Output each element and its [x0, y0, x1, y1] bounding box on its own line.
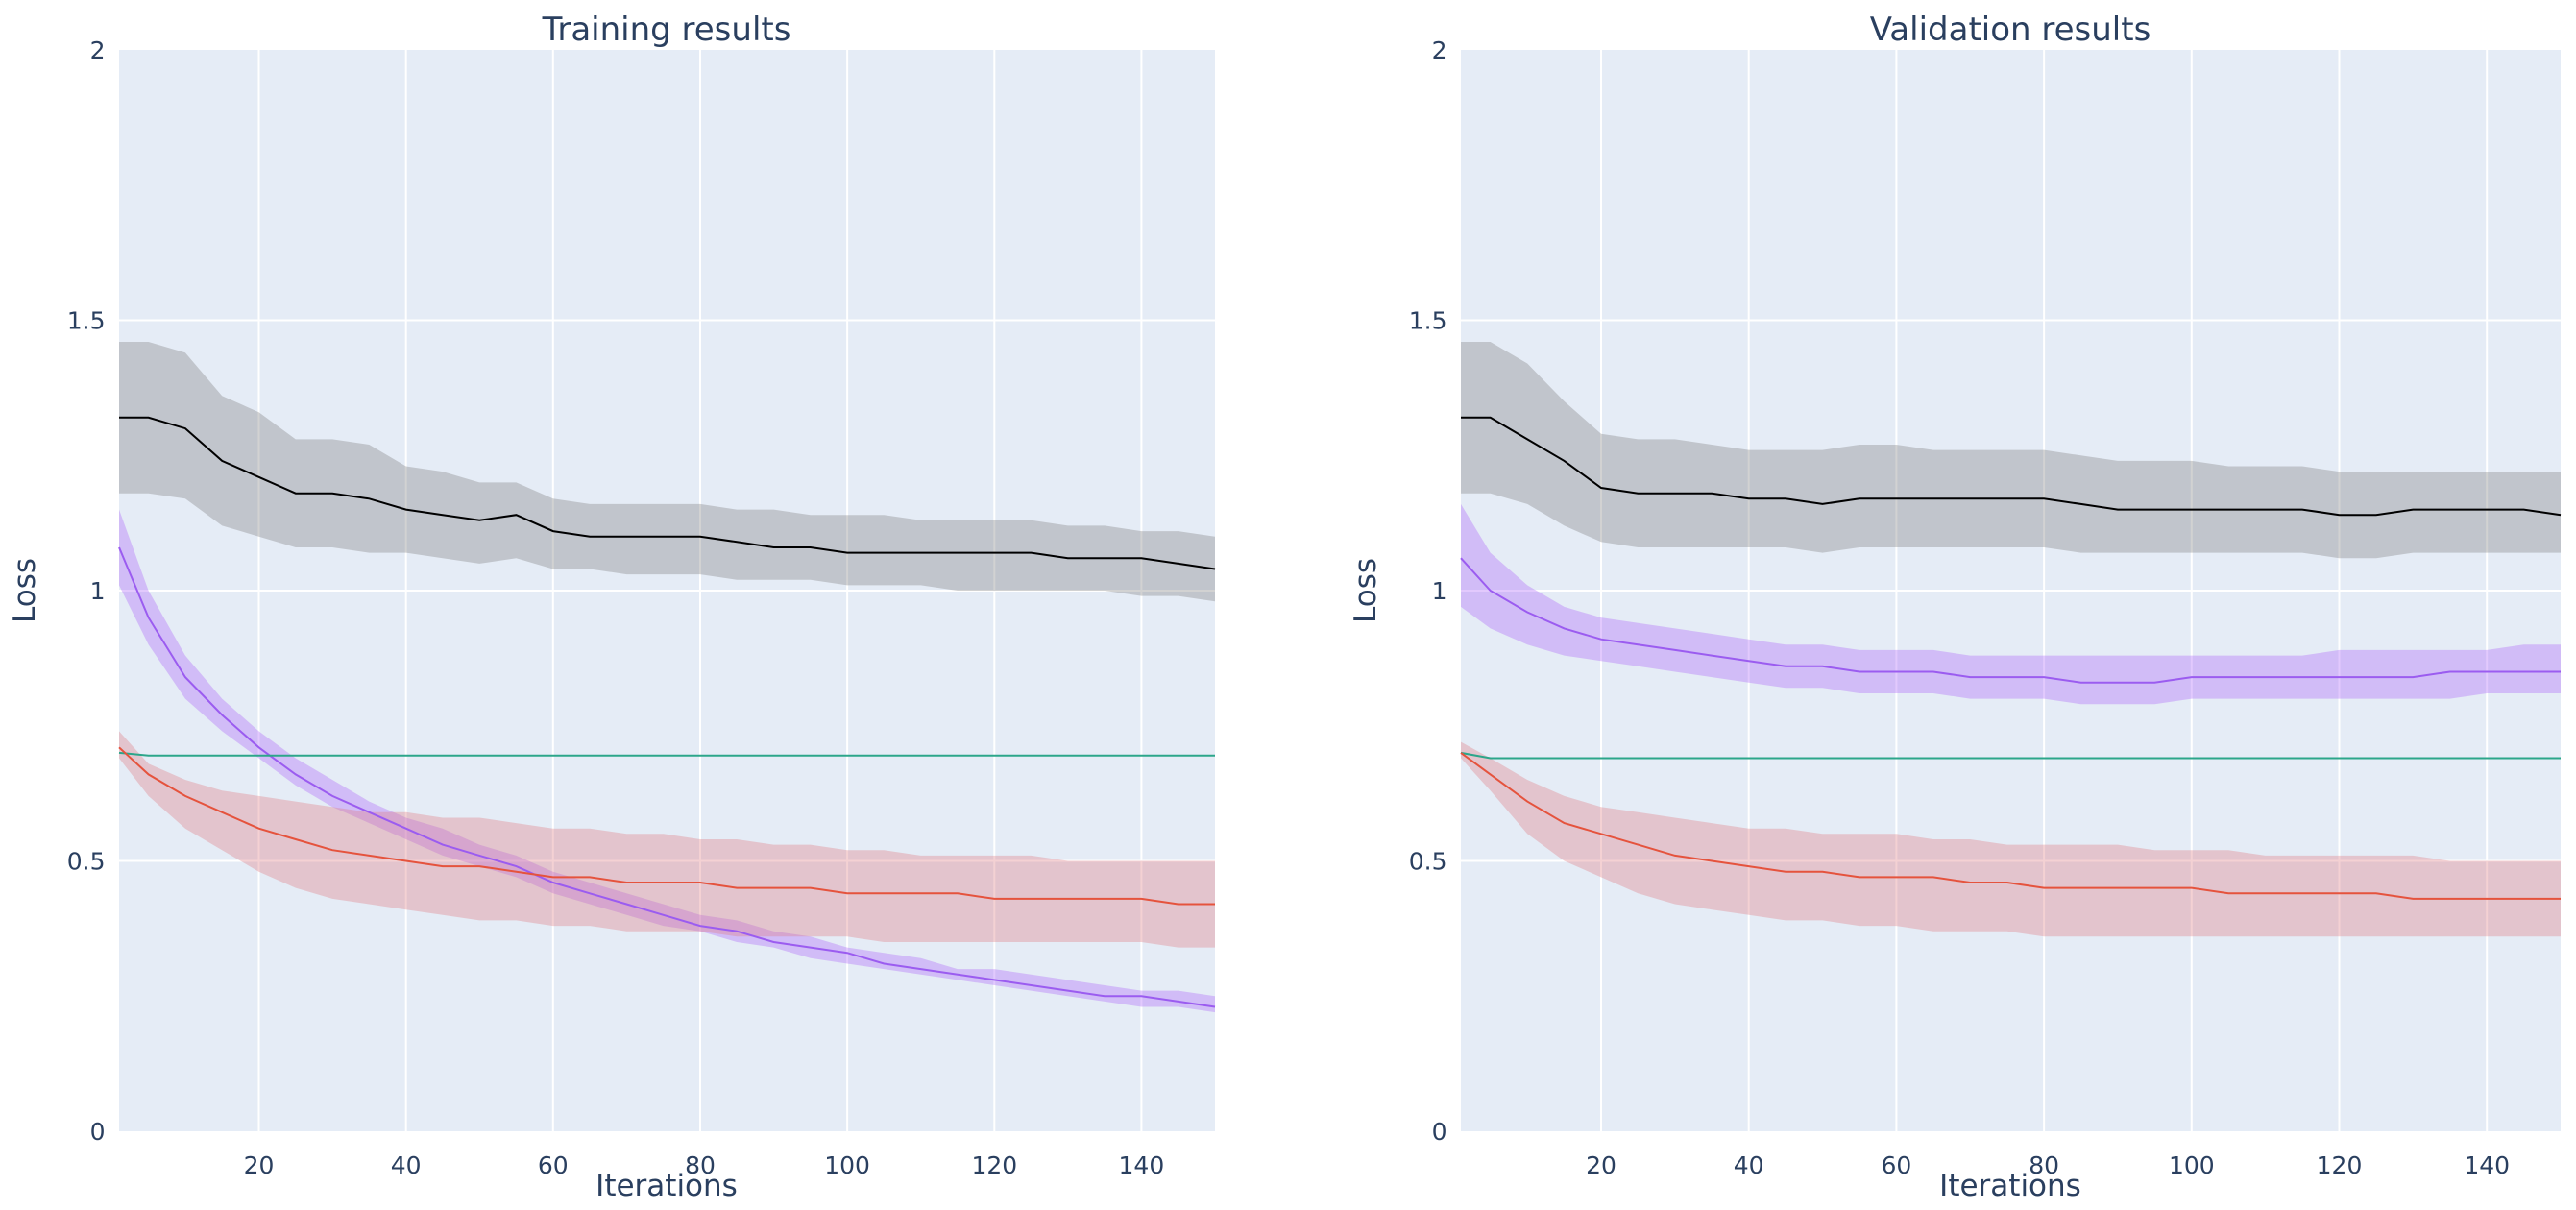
chart-title: Training results [542, 11, 791, 49]
chart-title: Validation results [1870, 11, 2151, 49]
y-tick-label: 2 [1432, 36, 1447, 64]
band-series-3 [1461, 741, 2561, 937]
series-lines [118, 416, 1216, 1008]
band-series-0 [119, 342, 1215, 602]
gridlines [1461, 50, 2561, 1131]
y-axis-title: Loss [8, 558, 42, 623]
x-axis-title: Iterations [595, 1169, 738, 1203]
confidence-bands [1461, 342, 2561, 937]
y-tick-label: 1.5 [67, 307, 106, 335]
line-series-3 [118, 746, 1215, 906]
y-tick-label: 1 [1432, 577, 1447, 605]
y-tick-label: 0.5 [67, 848, 106, 876]
x-tick-labels: 20 40 60 80 100 120 140 [244, 1151, 1165, 1179]
line-series-2 [118, 751, 1215, 757]
x-tick-label: 140 [1119, 1151, 1165, 1179]
y-tick-label: 1 [90, 577, 106, 605]
band-series-0 [1461, 342, 2561, 559]
y-tick-label: 2 [90, 36, 106, 64]
y-tick-label: 0 [90, 1118, 106, 1146]
x-tick-label: 80 [685, 1151, 716, 1179]
line-series-1 [118, 546, 1216, 1008]
y-tick-labels: 0 0.5 1 1.5 2 [67, 36, 106, 1146]
line-series-2 [1460, 751, 2561, 760]
y-tick-label: 1.5 [1409, 307, 1447, 335]
y-tick-labels: 0 0.5 1 1.5 2 [1409, 36, 1447, 1146]
x-tick-label: 60 [538, 1151, 569, 1179]
gridlines [119, 50, 1215, 1131]
band-series-1 [119, 509, 1215, 1013]
line-series-1 [1460, 557, 2561, 684]
series-lines [1460, 416, 2562, 900]
band-series-1 [1461, 503, 2561, 705]
x-tick-label: 80 [2029, 1151, 2059, 1179]
line-series-0 [1461, 416, 2562, 517]
line-series-0 [119, 416, 1216, 570]
x-tick-label: 60 [1881, 1151, 1911, 1179]
x-tick-label: 140 [2464, 1151, 2510, 1179]
x-tick-label: 20 [1586, 1151, 1616, 1179]
x-axis-title: Iterations [1939, 1169, 2081, 1203]
validation-chart: Validation results 0 0.5 1 1.5 2 20 40 60 80 100… [1349, 11, 2562, 1203]
line-series-3 [1460, 752, 2561, 900]
y-tick-label: 0 [1432, 1118, 1447, 1146]
x-tick-labels: 20 40 60 80 100 120 140 [1586, 1151, 2510, 1179]
x-tick-label: 120 [971, 1151, 1017, 1179]
x-tick-label: 100 [2169, 1151, 2215, 1179]
x-tick-label: 40 [1734, 1151, 1764, 1179]
y-axis-title: Loss [1349, 558, 1383, 623]
x-tick-label: 120 [2317, 1151, 2363, 1179]
x-tick-label: 20 [244, 1151, 275, 1179]
x-tick-label: 100 [824, 1151, 870, 1179]
x-tick-label: 40 [391, 1151, 422, 1179]
y-tick-label: 0.5 [1409, 848, 1447, 876]
training-chart: Training results 0 0.5 1 1.5 2 20 40 60 80 100 12… [8, 11, 1216, 1203]
